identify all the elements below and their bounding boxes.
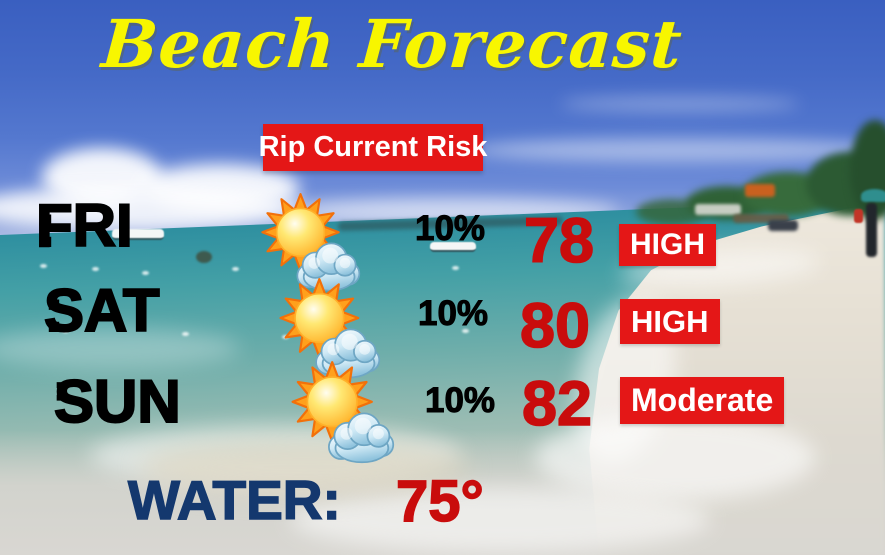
boat <box>430 242 476 252</box>
sun-behind-cloud-icon <box>291 361 395 464</box>
water-temperature-label: WATER: <box>127 469 341 531</box>
boat <box>112 229 164 240</box>
sea-sparkle <box>232 267 239 271</box>
temperature-value: 82 <box>521 369 593 439</box>
water-temperature-value: 75° <box>395 469 484 534</box>
sea-sparkle <box>452 266 459 270</box>
risk-badge: HIGH <box>620 299 720 344</box>
day-text: SUN <box>53 368 182 435</box>
day-colon: : <box>43 277 65 344</box>
surf-foam <box>0 328 240 368</box>
page-title: Beach Forecast <box>99 5 686 83</box>
day-text: SAT <box>43 277 161 344</box>
cloud <box>560 96 800 112</box>
parked-vehicle <box>768 220 798 231</box>
rip-chance-value: 10% <box>414 209 486 248</box>
sea-sparkle <box>182 332 189 336</box>
sea-sparkle <box>62 329 69 333</box>
beachgoer <box>866 203 877 257</box>
beach-hut <box>695 204 741 215</box>
risk-badge: Moderate <box>620 377 785 424</box>
cloud <box>0 186 300 230</box>
day-colon: : <box>53 370 66 408</box>
sea-sparkle <box>462 329 469 333</box>
building-roof <box>745 184 775 197</box>
day-colon: : <box>35 192 57 259</box>
swimmer <box>196 251 212 263</box>
sea-sparkle <box>560 318 567 322</box>
sand-patch <box>140 438 470 496</box>
temperature-value: 78 <box>523 206 595 276</box>
beach-umbrella <box>733 214 789 223</box>
beachgoer <box>854 209 863 223</box>
temperature-value: 80 <box>519 291 591 361</box>
rip-current-risk-banner: Rip Current Risk <box>259 124 487 171</box>
surf-foam <box>535 415 815 500</box>
cloud <box>470 138 885 162</box>
surf-foam <box>290 488 710 552</box>
sea-sparkle <box>40 264 47 268</box>
sea-sparkle <box>142 271 149 275</box>
rip-chance-value: 10% <box>424 381 496 420</box>
beach-canopy <box>861 189 885 202</box>
sea-sparkle <box>92 267 99 271</box>
rip-chance-value: 10% <box>417 294 489 333</box>
day-text: FRI <box>35 192 134 259</box>
risk-badge: HIGH <box>619 224 716 266</box>
